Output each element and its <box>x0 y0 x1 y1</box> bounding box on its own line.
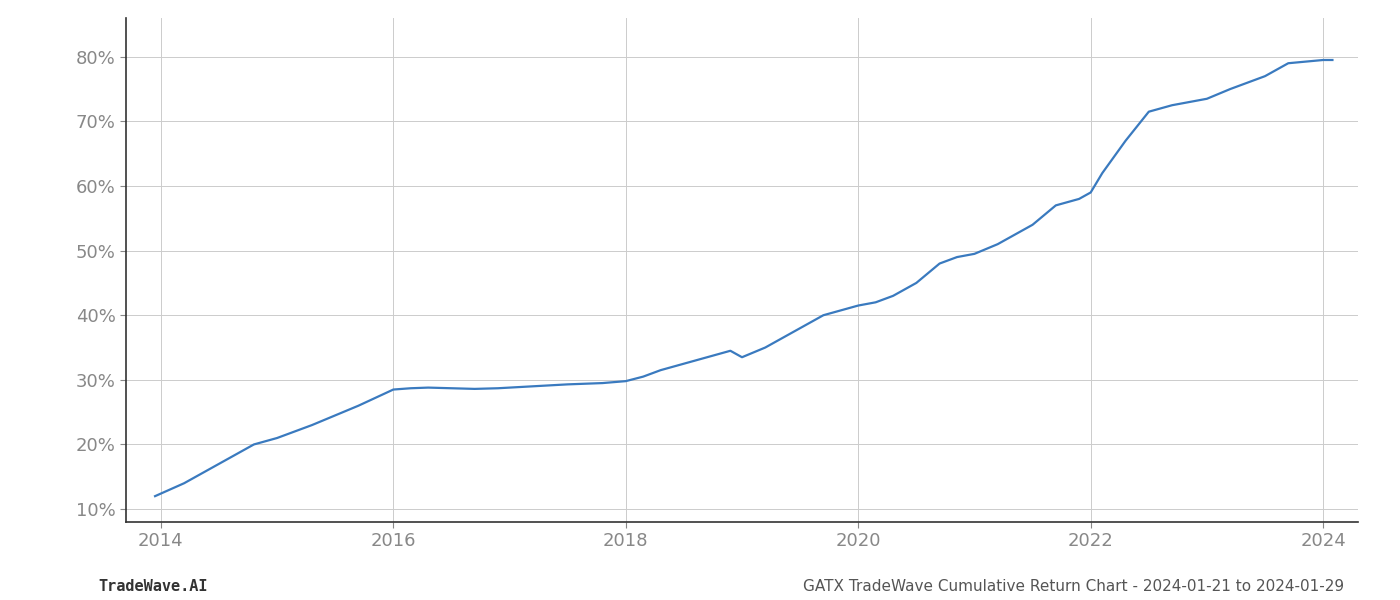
Text: GATX TradeWave Cumulative Return Chart - 2024-01-21 to 2024-01-29: GATX TradeWave Cumulative Return Chart -… <box>802 579 1344 594</box>
Text: TradeWave.AI: TradeWave.AI <box>98 579 207 594</box>
